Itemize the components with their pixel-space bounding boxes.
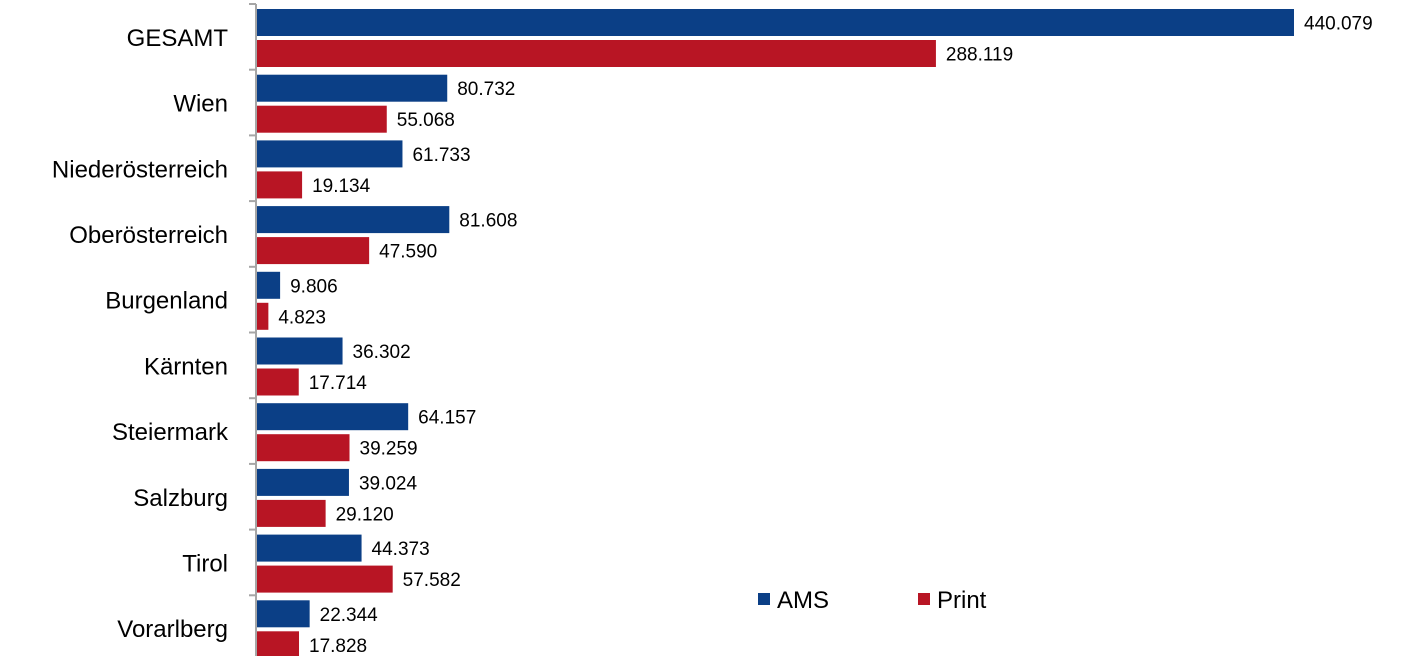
value-label-print-8: 57.582: [403, 570, 461, 591]
value-label-print-1: 55.068: [397, 110, 455, 131]
bar-ams-9: [257, 600, 310, 628]
value-label-ams-2: 61.733: [412, 145, 470, 166]
legend-swatch-print: [918, 593, 930, 605]
value-label-ams-6: 64.157: [418, 408, 476, 429]
bars-layer: [257, 9, 1294, 656]
bar-ams-7: [257, 468, 349, 496]
value-label-ams-9: 22.344: [320, 605, 379, 626]
value-label-print-5: 17.714: [309, 373, 368, 394]
value-label-print-2: 19.134: [312, 176, 371, 197]
bar-print-4: [257, 302, 269, 330]
bar-ams-4: [257, 271, 281, 299]
value-label-ams-0: 440.079: [1304, 14, 1373, 35]
bar-print-2: [257, 171, 303, 199]
bar-ams-2: [257, 140, 403, 168]
bar-print-1: [257, 105, 387, 133]
bar-ams-6: [257, 403, 409, 431]
category-axis: [249, 3, 257, 656]
bar-print-0: [257, 40, 936, 67]
category-label: GESAMT: [127, 25, 229, 52]
value-label-ams-7: 39.024: [359, 473, 418, 494]
legend-label-ams: AMS: [777, 587, 829, 614]
bar-ams-5: [257, 337, 343, 365]
bar-print-8: [257, 565, 393, 593]
value-label-print-6: 39.259: [360, 439, 418, 460]
category-labels: GESAMT Wien Niederösterreich Oberösterreich…: [52, 25, 229, 643]
value-label-ams-1: 80.732: [457, 79, 515, 100]
bar-ams-3: [257, 206, 450, 234]
bar-print-6: [257, 434, 350, 462]
value-label-print-4: 4.823: [278, 307, 326, 328]
value-label-print-9: 17.828: [309, 636, 367, 656]
category-label: Niederösterreich: [52, 156, 228, 183]
bar-print-3: [257, 237, 370, 265]
legend: AMS Print: [758, 587, 987, 614]
category-label: Tirol: [182, 550, 228, 577]
value-label-ams-5: 36.302: [353, 342, 411, 363]
value-label-ams-8: 44.373: [372, 539, 430, 560]
value-label-ams-3: 81.608: [459, 211, 517, 232]
category-label: Salzburg: [133, 485, 228, 512]
category-label: Oberösterreich: [69, 222, 228, 249]
value-label-print-0: 288.119: [946, 45, 1013, 66]
bar-ams-8: [257, 534, 362, 562]
bar-print-7: [257, 499, 326, 527]
bar-ams-1: [257, 74, 448, 102]
bar-print-5: [257, 368, 299, 396]
bar-print-9: [257, 631, 300, 656]
value-label-print-3: 47.590: [379, 242, 437, 263]
category-label: Wien: [173, 91, 228, 118]
legend-swatch-ams: [758, 593, 770, 605]
category-label: Kärnten: [144, 353, 228, 380]
category-label: Steiermark: [112, 419, 229, 446]
value-label-print-7: 29.120: [336, 504, 394, 525]
category-label: Vorarlberg: [117, 616, 228, 643]
value-label-ams-4: 9.806: [290, 276, 338, 297]
category-label: Burgenland: [105, 288, 228, 315]
bar-ams-0: [257, 9, 1294, 36]
legend-label-print: Print: [937, 587, 987, 614]
